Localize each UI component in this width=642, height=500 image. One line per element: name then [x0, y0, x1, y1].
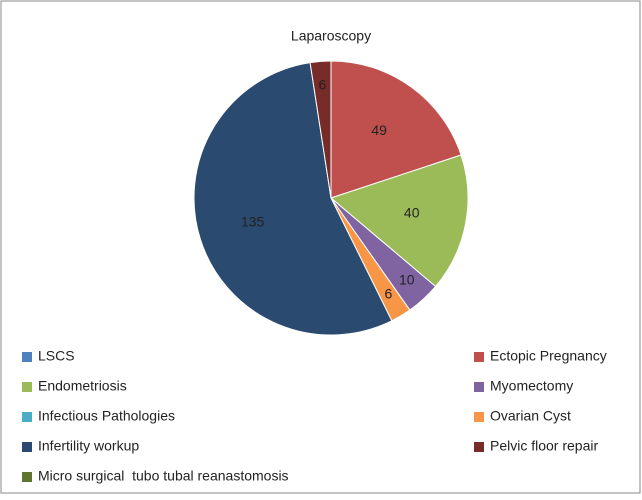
legend-label: Endometriosis — [38, 378, 127, 394]
legend-swatch — [22, 352, 32, 362]
data-label: 135 — [241, 214, 265, 230]
legend-label: Infectious Pathologies — [38, 408, 175, 424]
pie-slice — [329, 154, 469, 288]
legend-label: Ovarian Cyst — [490, 408, 571, 424]
data-label: 40 — [404, 204, 420, 220]
pie-slice — [193, 62, 393, 336]
legend-label: Ectopic Pregnancy — [490, 348, 607, 364]
chart-title: Laparoscopy — [291, 28, 371, 44]
legend-label: LSCS — [38, 348, 75, 364]
legend-swatch — [22, 412, 32, 422]
legend-swatch — [474, 352, 484, 362]
data-label: 10 — [399, 272, 415, 288]
data-label: 6 — [319, 77, 327, 93]
legend-swatch — [474, 382, 484, 392]
pie-slice — [309, 60, 332, 199]
data-label: 6 — [385, 285, 393, 301]
legend-label: Myomectomy — [490, 378, 573, 394]
data-label: 49 — [371, 122, 387, 138]
legend-swatch — [474, 442, 484, 452]
legend-label: Infertility workup — [38, 438, 139, 454]
pie-slice — [330, 60, 462, 199]
legend-label: Pelvic floor repair — [490, 438, 598, 454]
legend-swatch — [22, 472, 32, 482]
legend-swatch — [474, 412, 484, 422]
legend-label: Micro surgical tubo tubal reanastomosis — [38, 468, 289, 484]
legend-swatch — [22, 382, 32, 392]
legend-swatch — [22, 442, 32, 452]
